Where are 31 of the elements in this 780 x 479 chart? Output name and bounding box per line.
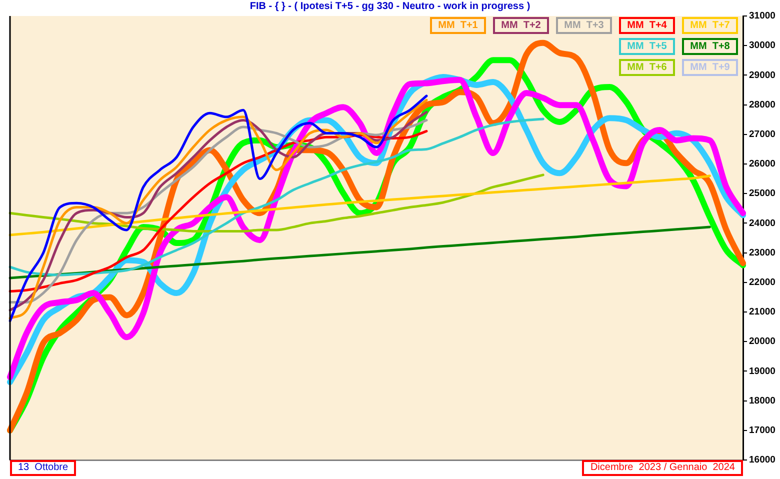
text: MM T+3 xyxy=(556,17,612,34)
y-tick-label: 26000 xyxy=(749,158,776,170)
y-tick-label: 21000 xyxy=(749,306,776,318)
y-tick-label: 17000 xyxy=(749,425,776,436)
y-tick-label: 16000 xyxy=(749,454,776,466)
text: MM T+5 xyxy=(619,38,675,55)
y-tick-label: 23000 xyxy=(749,247,776,258)
text: MM T+7 xyxy=(682,17,738,34)
y-tick-label: 27000 xyxy=(749,129,776,140)
y-tick-label: 19000 xyxy=(749,366,776,377)
y-tick-label: 28000 xyxy=(749,99,776,110)
y-tick-label: 31000 xyxy=(749,10,776,22)
line-series xyxy=(8,118,544,276)
text: 13 Ottobre xyxy=(10,460,76,476)
y-tick-label: 25000 xyxy=(749,188,776,200)
text: Dicembre 2023 / Gennaio 2024 xyxy=(582,460,743,476)
line-series xyxy=(8,174,711,236)
text: MM T+6 xyxy=(619,59,675,76)
y-tick-label: 18000 xyxy=(749,395,776,406)
text: MM T+4 xyxy=(619,17,675,34)
line-series xyxy=(8,174,544,232)
legend-label: MM T+9 xyxy=(682,59,738,76)
y-tick-label: 22000 xyxy=(749,277,776,288)
text: MM T+8 xyxy=(682,38,738,55)
y-tick-label: 29000 xyxy=(749,70,776,81)
y-tick-label: 24000 xyxy=(749,218,776,229)
text: MM T+1 xyxy=(430,17,486,34)
y-tick-label: 30000 xyxy=(749,40,776,52)
chart-title: FIB - { } - ( Ipotesi T+5 - gg 330 - Neutro - work in progress ) xyxy=(248,1,532,12)
text: MM T+2 xyxy=(493,17,549,34)
y-tick-label: 20000 xyxy=(749,336,776,348)
